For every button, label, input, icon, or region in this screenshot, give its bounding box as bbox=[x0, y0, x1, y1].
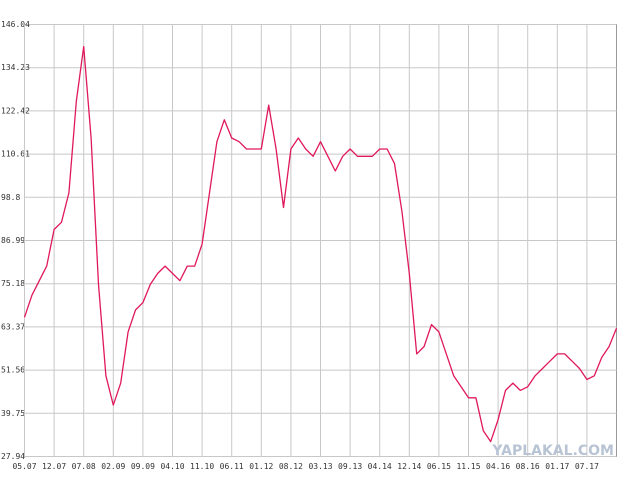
x-tick-label: 04.14 bbox=[368, 462, 392, 471]
x-tick-label: 01.12 bbox=[249, 462, 273, 471]
x-tick-label: 04.10 bbox=[160, 462, 184, 471]
x-tick-label: 03.13 bbox=[308, 462, 332, 471]
watermark: YAPLAKAL.COM bbox=[491, 443, 614, 459]
x-tick-label: 09.09 bbox=[131, 462, 155, 471]
x-tick-label: 11.10 bbox=[190, 462, 214, 471]
x-tick-label: 07.17 bbox=[575, 462, 599, 471]
y-tick-label: 27.94 bbox=[1, 452, 25, 461]
x-tick-label: 08.12 bbox=[279, 462, 303, 471]
y-tick-label: 110.61 bbox=[1, 150, 30, 159]
x-tick-label: 01.17 bbox=[545, 462, 569, 471]
x-tick-label: 11.15 bbox=[456, 462, 480, 471]
x-tick-label: 06.11 bbox=[220, 462, 244, 471]
x-tick-label: 05.07 bbox=[12, 462, 36, 471]
x-tick-label: 02.09 bbox=[101, 462, 125, 471]
line bbox=[23, 45, 618, 443]
x-tick-label: 04.16 bbox=[486, 462, 510, 471]
y-tick-label: 146.04 bbox=[1, 20, 30, 29]
x-tick-label: 12.07 bbox=[42, 462, 66, 471]
x-tick-label: 12.14 bbox=[397, 462, 421, 471]
x-tick-label: 07.08 bbox=[72, 462, 96, 471]
x-tick-label: 06.15 bbox=[427, 462, 451, 471]
x-tick-label: 08.16 bbox=[516, 462, 540, 471]
y-tick-label: 63.37 bbox=[1, 322, 25, 331]
y-tick-label: 39.75 bbox=[1, 409, 25, 418]
y-tick-label: 51.56 bbox=[1, 366, 25, 375]
y-tick-label: 122.42 bbox=[1, 106, 30, 115]
y-tick-label: 75.18 bbox=[1, 279, 25, 288]
y-tick-label: 86.99 bbox=[1, 236, 25, 245]
y-tick-label: 134.23 bbox=[1, 63, 30, 72]
y-tick-label: 98.8 bbox=[1, 193, 20, 202]
x-tick-label: 09.13 bbox=[338, 462, 362, 471]
